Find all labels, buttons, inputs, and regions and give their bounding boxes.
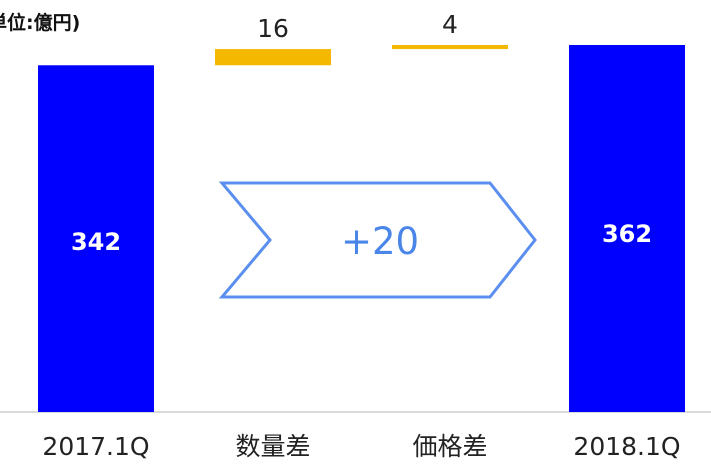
bar-quantity-difference — [215, 49, 331, 66]
unit-label: 単位:億円) — [0, 12, 81, 34]
chevron-arrow-icon — [218, 181, 537, 299]
change-label: +20 — [341, 220, 419, 263]
delta-value-quantity: 16 — [257, 14, 289, 43]
bar-2018-1q — [569, 45, 685, 412]
bar-2017-1q — [38, 65, 154, 412]
category-label-2017-1q: 2017.1Q — [42, 432, 149, 461]
category-label-price: 価格差 — [412, 432, 487, 461]
bar-price-difference — [392, 45, 508, 50]
bar-value-2017-1q: 342 — [71, 228, 121, 256]
category-label-quantity: 数量差 — [235, 432, 310, 461]
delta-value-price: 4 — [442, 10, 458, 39]
bar-value-2018-1q: 362 — [602, 220, 652, 248]
category-label-2018-1q: 2018.1Q — [573, 432, 680, 461]
